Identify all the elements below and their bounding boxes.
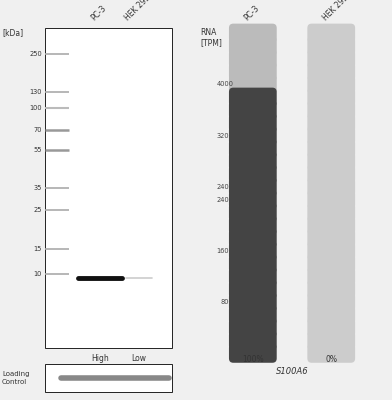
FancyBboxPatch shape — [307, 254, 355, 273]
Text: 2400: 2400 — [216, 184, 233, 190]
Text: 0%: 0% — [325, 355, 337, 364]
FancyBboxPatch shape — [307, 100, 355, 120]
Text: HEK 293: HEK 293 — [321, 0, 350, 22]
FancyBboxPatch shape — [307, 88, 355, 107]
Text: 15: 15 — [34, 246, 42, 252]
FancyBboxPatch shape — [229, 292, 277, 312]
FancyBboxPatch shape — [229, 139, 277, 158]
Text: 2400: 2400 — [216, 196, 233, 202]
FancyBboxPatch shape — [229, 36, 277, 56]
Text: Low: Low — [132, 354, 147, 363]
FancyBboxPatch shape — [307, 292, 355, 312]
FancyBboxPatch shape — [45, 364, 172, 392]
Text: 55: 55 — [33, 146, 42, 152]
Text: 130: 130 — [29, 89, 42, 95]
FancyBboxPatch shape — [307, 344, 355, 363]
Text: S100A6: S100A6 — [276, 367, 309, 376]
FancyBboxPatch shape — [307, 318, 355, 337]
Text: 800: 800 — [220, 299, 233, 305]
FancyBboxPatch shape — [307, 241, 355, 260]
Text: [kDa]: [kDa] — [2, 28, 23, 37]
FancyBboxPatch shape — [229, 228, 277, 248]
FancyBboxPatch shape — [45, 28, 172, 348]
FancyBboxPatch shape — [307, 228, 355, 248]
Text: PC-3: PC-3 — [243, 3, 261, 22]
FancyBboxPatch shape — [307, 305, 355, 324]
Text: 10: 10 — [34, 271, 42, 278]
FancyBboxPatch shape — [307, 113, 355, 132]
Text: 25: 25 — [33, 207, 42, 213]
FancyBboxPatch shape — [307, 190, 355, 209]
Text: RNA
[TPM]: RNA [TPM] — [200, 28, 222, 47]
FancyBboxPatch shape — [229, 88, 277, 107]
FancyBboxPatch shape — [307, 164, 355, 184]
FancyBboxPatch shape — [229, 113, 277, 132]
FancyBboxPatch shape — [307, 177, 355, 196]
FancyBboxPatch shape — [229, 75, 277, 94]
Text: PC-3: PC-3 — [90, 3, 109, 22]
FancyBboxPatch shape — [229, 100, 277, 120]
FancyBboxPatch shape — [307, 152, 355, 171]
Text: 1600: 1600 — [216, 248, 233, 254]
Text: Loading
Control: Loading Control — [2, 371, 29, 385]
FancyBboxPatch shape — [307, 126, 355, 145]
FancyBboxPatch shape — [307, 75, 355, 94]
Text: 35: 35 — [34, 185, 42, 191]
FancyBboxPatch shape — [229, 164, 277, 184]
FancyBboxPatch shape — [307, 62, 355, 81]
FancyBboxPatch shape — [307, 267, 355, 286]
FancyBboxPatch shape — [229, 216, 277, 235]
FancyBboxPatch shape — [229, 254, 277, 273]
Text: 3200: 3200 — [216, 132, 233, 138]
FancyBboxPatch shape — [229, 126, 277, 145]
Text: 100: 100 — [29, 105, 42, 111]
FancyBboxPatch shape — [307, 203, 355, 222]
FancyBboxPatch shape — [229, 190, 277, 209]
FancyBboxPatch shape — [307, 216, 355, 235]
FancyBboxPatch shape — [229, 331, 277, 350]
FancyBboxPatch shape — [229, 203, 277, 222]
FancyBboxPatch shape — [229, 305, 277, 324]
FancyBboxPatch shape — [307, 280, 355, 299]
FancyBboxPatch shape — [307, 139, 355, 158]
FancyBboxPatch shape — [307, 24, 355, 43]
Text: 70: 70 — [33, 127, 42, 133]
FancyBboxPatch shape — [229, 318, 277, 337]
FancyBboxPatch shape — [229, 177, 277, 196]
Text: 250: 250 — [29, 50, 42, 56]
FancyBboxPatch shape — [307, 49, 355, 68]
Text: High: High — [91, 354, 109, 363]
FancyBboxPatch shape — [229, 24, 277, 43]
FancyBboxPatch shape — [229, 49, 277, 68]
FancyBboxPatch shape — [229, 152, 277, 171]
Text: HEK 293: HEK 293 — [123, 0, 152, 22]
Text: 100%: 100% — [242, 355, 264, 364]
FancyBboxPatch shape — [307, 331, 355, 350]
FancyBboxPatch shape — [229, 62, 277, 81]
Text: 4000: 4000 — [216, 81, 233, 87]
FancyBboxPatch shape — [229, 280, 277, 299]
FancyBboxPatch shape — [229, 241, 277, 260]
FancyBboxPatch shape — [307, 36, 355, 56]
FancyBboxPatch shape — [229, 344, 277, 363]
FancyBboxPatch shape — [229, 267, 277, 286]
